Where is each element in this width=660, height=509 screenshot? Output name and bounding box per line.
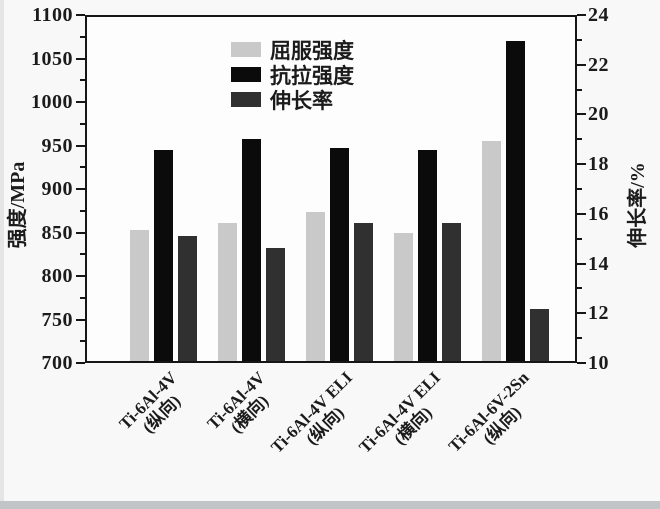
left-axis-tick	[80, 340, 85, 343]
bar-series0-group1	[217, 222, 237, 361]
right-axis-tick-label: 12	[588, 302, 609, 325]
left-axis-title: 强度/MPa	[7, 161, 29, 249]
left-axis-tick-label: 700	[41, 352, 73, 374]
legend-item: 抗拉强度	[231, 62, 354, 88]
left-axis-tick	[76, 144, 85, 147]
right-axis-tick	[577, 188, 582, 190]
left-axis-tick	[76, 275, 85, 277]
left-axis-tick	[76, 188, 85, 190]
legend-swatch-icon	[231, 92, 261, 107]
x-category-label: Ti-6Al-4V ELI (横向)	[355, 368, 445, 457]
legend-label: 抗拉强度	[270, 63, 354, 88]
right-axis-tick	[577, 38, 582, 41]
right-axis-tick-label: 22	[588, 53, 609, 76]
left-axis-tick-label: 950	[41, 134, 73, 157]
bar-series1-group1	[241, 139, 261, 361]
bar-series1-group3	[417, 150, 437, 361]
bar-series0-group3	[393, 232, 413, 361]
right-axis-tick	[577, 337, 582, 340]
left-axis-tick	[76, 231, 85, 234]
right-axis-tick	[577, 312, 586, 315]
legend-item: 伸长率	[231, 87, 354, 113]
right-axis-tick	[577, 88, 582, 91]
left-axis-tick-label: 1000	[31, 91, 73, 113]
left-axis-tick	[80, 35, 85, 38]
right-axis-tick	[577, 362, 586, 364]
left-axis-tick	[80, 166, 85, 169]
plot-area: 屈服强度 抗拉强度 伸长率	[85, 15, 577, 363]
left-axis-tick	[76, 318, 85, 321]
right-axis-tick-label: 20	[588, 103, 609, 126]
left-axis-tick-label: 1100	[32, 4, 73, 26]
left-axis-tick	[80, 253, 85, 256]
page-edge-left	[0, 0, 4, 509]
right-axis-tick-label: 18	[588, 153, 609, 176]
right-axis-tick	[577, 212, 586, 215]
right-axis-tick	[577, 113, 586, 116]
legend-swatch-icon	[231, 42, 261, 57]
right-axis-tick-label: 14	[588, 252, 609, 275]
x-category-label: Ti-6Al-4V (纵向)	[115, 368, 184, 437]
legend: 屈服强度 抗拉强度 伸长率	[231, 37, 354, 113]
bar-series0-group0	[129, 230, 149, 361]
right-axis-title: 伸长率/%	[627, 162, 649, 248]
right-axis-tick	[577, 138, 582, 141]
legend-label: 屈服强度	[270, 38, 354, 63]
left-axis-tick	[80, 296, 85, 299]
left-axis-tick	[80, 79, 85, 82]
left-axis-tick	[80, 209, 85, 212]
bar-series2-group4	[529, 309, 549, 361]
bar-series1-group4	[505, 41, 525, 361]
left-axis-tick	[76, 362, 85, 364]
bar-series1-group0	[153, 150, 173, 361]
left-axis-tick-label: 1050	[31, 47, 73, 70]
right-axis-tick-label: 24	[588, 4, 609, 26]
right-axis-tick-label: 10	[588, 352, 609, 374]
right-axis-tick	[577, 63, 586, 66]
left-axis-tick	[80, 122, 85, 125]
legend-swatch-icon	[231, 67, 261, 82]
right-axis-tick	[577, 237, 582, 240]
left-axis-tick	[76, 57, 85, 60]
x-category-label: Ti-6Al-6V-2Sn (纵向)	[444, 368, 533, 456]
right-axis-tick	[577, 262, 586, 265]
right-axis-tick-label: 16	[588, 202, 609, 225]
page-edge-bottom	[0, 501, 660, 509]
left-axis-tick	[76, 14, 85, 16]
bar-series2-group3	[441, 223, 461, 361]
bar-series0-group2	[305, 212, 325, 361]
bar-series1-group2	[329, 147, 349, 361]
x-category-label: Ti-6Al-4V (横向)	[203, 368, 272, 437]
bar-series2-group0	[177, 235, 197, 361]
left-axis-tick-label: 750	[41, 308, 73, 331]
left-axis-tick-label: 800	[41, 265, 73, 287]
bar-series0-group4	[481, 140, 501, 361]
legend-item: 屈服强度	[231, 37, 354, 63]
left-axis-tick	[76, 101, 85, 103]
bar-series2-group2	[353, 223, 373, 361]
bar-series2-group1	[265, 247, 285, 361]
right-axis-tick	[577, 163, 586, 166]
legend-label: 伸长率	[270, 88, 333, 113]
x-category-label: Ti-6Al-4V ELI (纵向)	[267, 368, 357, 457]
left-axis-tick-label: 900	[41, 178, 73, 200]
left-axis-tick-label: 850	[41, 221, 73, 244]
right-axis-tick	[577, 287, 582, 290]
right-axis-tick	[577, 14, 586, 16]
